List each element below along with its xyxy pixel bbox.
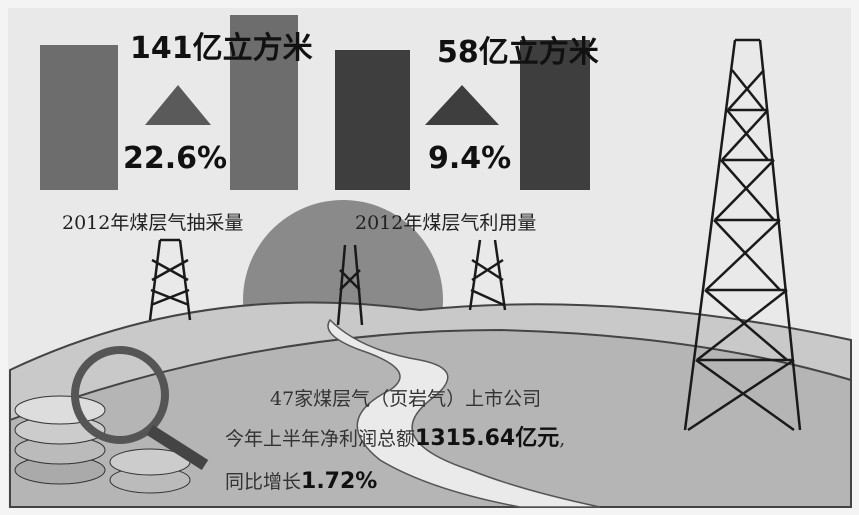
derrick-small bbox=[148, 238, 507, 326]
bar-previous bbox=[40, 45, 118, 190]
bar-current bbox=[520, 40, 590, 190]
derrick-large bbox=[683, 38, 802, 432]
summary-line: 同比增长1.72% bbox=[225, 469, 377, 494]
growth: 22.6% bbox=[123, 141, 227, 176]
up-arrow bbox=[145, 85, 211, 125]
caption: 2012年煤层气利用量 bbox=[355, 212, 536, 234]
bar-current bbox=[230, 15, 298, 190]
summary-amount: 1315.64亿元 bbox=[415, 426, 559, 451]
caption: 2012年煤层气抽采量 bbox=[62, 212, 243, 234]
summary-amount: 1.72% bbox=[301, 469, 377, 494]
coins bbox=[14, 346, 209, 494]
road bbox=[327, 318, 601, 508]
summary-text: 同比增长 bbox=[225, 471, 301, 493]
summary-text: , bbox=[559, 428, 565, 450]
amount: 141亿立方米 bbox=[130, 31, 313, 66]
summary-text: 今年上半年净利润总额 bbox=[225, 428, 415, 450]
bar-previous bbox=[335, 50, 410, 190]
summary-line: 47家煤层气（页岩气）上市公司 bbox=[270, 388, 541, 410]
amount: 58亿立方米 bbox=[437, 35, 599, 70]
growth: 9.4% bbox=[428, 141, 511, 176]
summary-line: 今年上半年净利润总额1315.64亿元, bbox=[225, 426, 565, 451]
up-arrow bbox=[425, 85, 499, 125]
